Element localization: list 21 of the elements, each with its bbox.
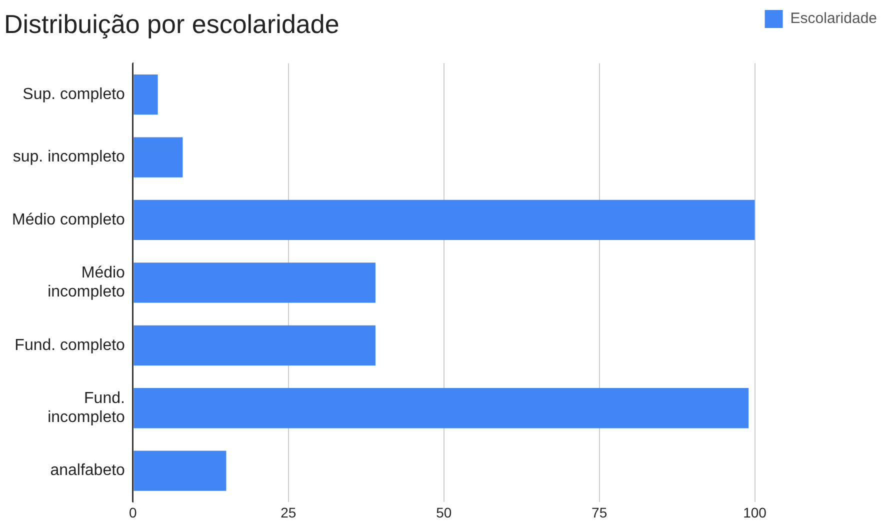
x-tick-label: 25 [280, 504, 296, 520]
bar [134, 325, 376, 366]
x-tick-label: 75 [592, 504, 608, 520]
y-tick-label: sup. incompleto [12, 148, 126, 166]
bar [134, 137, 183, 178]
bar [134, 200, 755, 240]
y-tick-label: Sup. completo [22, 86, 126, 103]
chart-title: Distribuição por escolaridade [4, 8, 340, 39]
y-tick-label: Fund. incompleto [48, 390, 126, 426]
bar [134, 450, 226, 491]
y-tick-label: Fund. completo [14, 336, 126, 354]
y-tick-label: Médio completo [12, 211, 126, 228]
bar [134, 388, 749, 428]
y-tick-label: analfabeto [50, 462, 126, 480]
x-tick-label: 50 [436, 504, 452, 520]
legend-label: Escolaridade [790, 10, 877, 28]
x-tick-label: 0 [129, 504, 138, 520]
bar [134, 262, 376, 303]
y-tick-label: Médio incompleto [48, 264, 126, 301]
bar [134, 74, 158, 115]
x-tick-label: 100 [743, 504, 767, 520]
